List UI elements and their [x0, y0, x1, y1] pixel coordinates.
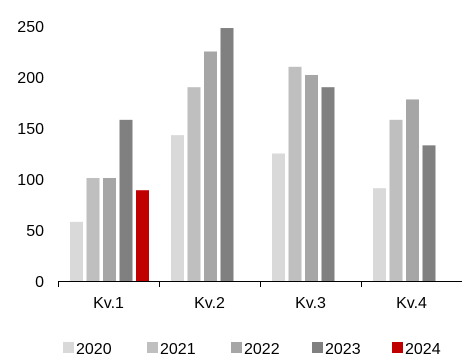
bar-2023-Kv.3	[321, 87, 335, 281]
bar-2022-Kv.2	[204, 51, 217, 281]
bar-2020-Kv.3	[272, 153, 285, 281]
bar-2020-Kv.1	[70, 221, 83, 281]
y-axis-ticks: 0 50 100 150 200 250	[17, 19, 44, 291]
bar-2021-Kv.4	[389, 119, 403, 281]
bar-2020-Kv.4	[373, 188, 386, 281]
legend: 2020 2021 2022 2023 2024	[63, 341, 441, 354]
bar-2024-Kv.1	[136, 190, 149, 281]
bar-2022-Kv.3	[305, 74, 318, 282]
x-axis-category-labels: Kv.1 Kv.2 Kv.3 Kv.4	[93, 295, 427, 312]
y-tick-label: 50	[26, 223, 44, 240]
y-tick-label: 250	[17, 19, 44, 36]
legend-label-2024: 2024	[405, 341, 441, 354]
legend-label-2023: 2023	[325, 341, 361, 354]
bar-2023-Kv.1	[119, 119, 133, 281]
y-tick-label: 100	[17, 172, 44, 189]
legend-swatch-2024	[392, 342, 403, 353]
bar-2022-Kv.4	[406, 99, 419, 281]
legend-label-2022: 2022	[244, 341, 280, 354]
legend-swatch-2021	[147, 342, 158, 353]
x-axis-tick-marks	[58, 281, 362, 287]
bar-2023-Kv.2	[220, 28, 234, 282]
legend-swatch-2020	[63, 342, 74, 353]
bar-2022-Kv.1	[103, 177, 116, 281]
x-tick-label: Kv.4	[396, 295, 427, 312]
legend-label-2020: 2020	[76, 341, 112, 354]
y-tick-label: 150	[17, 121, 44, 138]
x-tick-label: Kv.2	[194, 295, 225, 312]
y-tick-label: 200	[17, 70, 44, 87]
x-tick-label: Kv.1	[93, 295, 124, 312]
legend-swatch-2023	[312, 342, 323, 353]
bar-2021-Kv.2	[187, 87, 201, 281]
legend-label-2021: 2021	[160, 341, 196, 354]
bars	[70, 28, 436, 282]
bar-2021-Kv.3	[288, 66, 302, 281]
x-tick-label: Kv.3	[295, 295, 326, 312]
bar-2021-Kv.1	[86, 177, 100, 281]
bar-2023-Kv.4	[422, 145, 436, 281]
bar-2020-Kv.2	[171, 135, 184, 281]
legend-swatch-2022	[231, 342, 242, 353]
y-tick-label: 0	[35, 274, 44, 291]
